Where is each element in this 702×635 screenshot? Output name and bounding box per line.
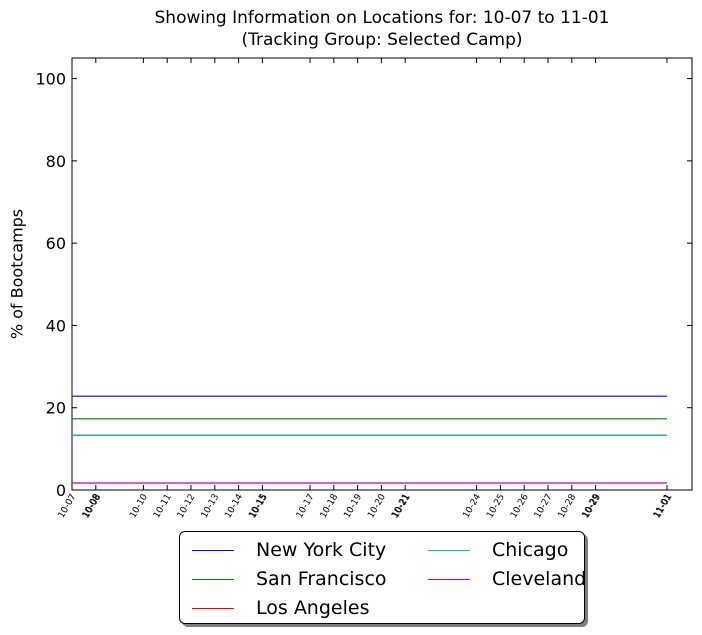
- y-tick-label: 40: [46, 316, 66, 335]
- x-tick-label: 10-18: [319, 492, 341, 520]
- y-tick-label: 60: [46, 234, 66, 253]
- legend-item-chicago: Chicago: [428, 537, 568, 563]
- legend-item-los-angeles: Los Angeles: [192, 595, 369, 621]
- x-tick-label: 10-20: [366, 492, 388, 520]
- x-tick-label: 10-10: [128, 492, 150, 520]
- legend-item-new-york-city: New York City: [192, 537, 386, 563]
- y-tick-label: 80: [46, 152, 66, 171]
- legend: New York City San Francisco Los Angeles …: [179, 531, 586, 624]
- x-tick-label: 10-26: [509, 492, 531, 520]
- x-tick-label: 10-27: [533, 493, 555, 521]
- x-tick-label: 10-13: [200, 493, 222, 521]
- x-tick-label: 10-25: [485, 493, 507, 521]
- legend-label: San Francisco: [256, 568, 387, 590]
- legend-swatch-san-francisco: [192, 578, 234, 580]
- legend-label: Los Angeles: [256, 597, 370, 619]
- chart-subtitle: (Tracking Group: Selected Camp): [241, 30, 523, 50]
- legend-swatch-chicago: [428, 549, 470, 551]
- plot-area-frame: [71, 57, 693, 491]
- legend-swatch-los-angeles: [192, 607, 234, 609]
- legend-swatch-new-york-city: [192, 549, 234, 551]
- x-tick-label: 10-14: [223, 492, 245, 520]
- legend-item-cleveland: Cleveland: [428, 566, 586, 592]
- x-tick-label: 10-28: [557, 492, 579, 520]
- legend-label: New York City: [256, 539, 387, 561]
- y-tick-label: 100: [35, 70, 66, 89]
- x-tick-label: 10-19: [342, 492, 364, 520]
- legend-item-san-francisco: San Francisco: [192, 566, 387, 592]
- legend-label: Chicago: [492, 539, 569, 561]
- legend-swatch-cleveland: [428, 578, 470, 580]
- x-tick-label: 10-12: [176, 493, 198, 521]
- chart-title: Showing Information on Locations for: 10…: [154, 8, 610, 28]
- x-tick-label: 10-24: [461, 492, 483, 520]
- y-tick-label: 0: [56, 481, 66, 500]
- x-tick-label: 10-11: [152, 493, 174, 521]
- y-tick-label: 20: [46, 399, 66, 418]
- x-tick-label: 10-17: [295, 493, 317, 521]
- legend-label: Cleveland: [492, 568, 587, 590]
